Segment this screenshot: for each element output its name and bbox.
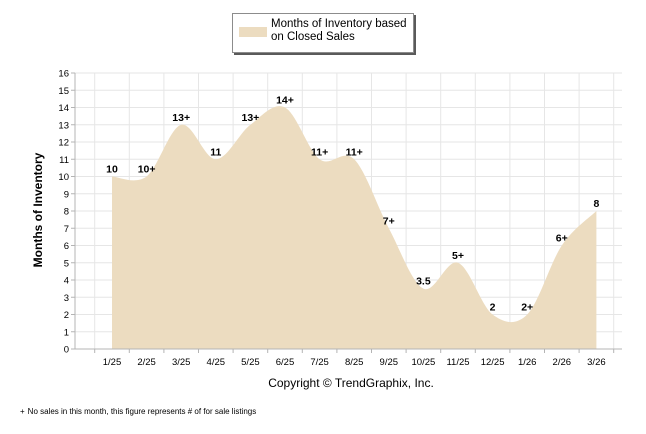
y-tick-label: 12 [58,138,69,149]
y-tick-label: 7 [64,224,69,235]
area-series [112,106,597,349]
data-label: 14+ [276,95,294,107]
y-tick-label: 10 [58,172,69,183]
data-label: 6+ [556,233,568,245]
x-tick-label: 7/25 [310,357,329,368]
copyright-text: Copyright © TrendGraphix, Inc. [268,376,434,390]
data-label: 7+ [383,215,395,227]
x-tick-label: 11/25 [446,357,469,368]
x-tick-label: 8/25 [345,357,364,368]
x-tick-label: 12/25 [481,357,505,368]
x-tick-label: 3/25 [172,357,191,368]
data-label: 5+ [452,250,464,262]
x-tick-label: 1/26 [518,357,537,368]
y-tick-label: 11 [59,155,69,166]
y-tick-label: 2 [64,310,69,321]
legend: Months of Inventory based on Closed Sale… [232,13,414,53]
data-labels: 10 10+ 13+ 11 13+ 14+ 11+ 11+ 7+ 3.5 5+ 2 2+ 6+ 8 [106,95,599,314]
data-label: 2+ [521,302,533,314]
y-tick-label: 16 [58,69,69,80]
data-label: 3.5 [416,276,431,288]
y-tick-label: 4 [64,276,69,287]
y-tick-label: 5 [64,258,69,269]
y-tick-label: 9 [64,189,69,200]
x-tick-label: 4/25 [207,357,226,368]
footnote-symbol: + [20,407,25,416]
axes [71,72,622,353]
data-label: 2 [490,302,496,314]
x-tick-label: 9/25 [380,357,399,368]
y-tick-label: 1 [64,327,69,338]
legend-label: Months of Inventory based on Closed Sale… [271,18,407,43]
legend-swatch [239,27,267,37]
x-tick-label: 2/26 [553,357,572,368]
x-tick-label: 5/25 [241,357,260,368]
y-tick-label: 13 [58,120,69,131]
x-tick-label: 1/25 [103,357,122,368]
data-label: 13+ [241,112,259,124]
data-label: 11 [210,146,221,158]
data-label: 8 [593,198,599,210]
x-tick-label: 3/26 [587,357,606,368]
data-label: 13+ [172,112,190,124]
footnote: + No sales in this month, this figure rep… [20,407,256,416]
y-tick-label: 0 [64,345,69,356]
data-label: 10+ [138,164,156,176]
data-label: 11+ [311,146,328,158]
y-axis-label: Months of Inventory [31,152,45,267]
y-tick-label: 8 [64,207,69,218]
y-tick-label: 6 [64,241,69,252]
area-series-fill [112,106,597,349]
x-tick-labels: 1/25 2/25 3/25 4/25 5/25 6/25 7/25 8/25 9/25 10/2… [103,357,606,368]
y-tick-label: 15 [58,86,69,97]
x-tick-label: 2/25 [137,357,156,368]
y-tick-label: 14 [58,103,69,114]
x-tick-label: 6/25 [276,357,295,368]
footnote-text: No sales in this month, this figure repr… [27,407,257,416]
y-tick-label: 3 [64,293,69,304]
data-label: 10 [106,164,118,176]
x-tick-label: 10/25 [412,357,436,368]
data-label: 11+ [346,146,363,158]
